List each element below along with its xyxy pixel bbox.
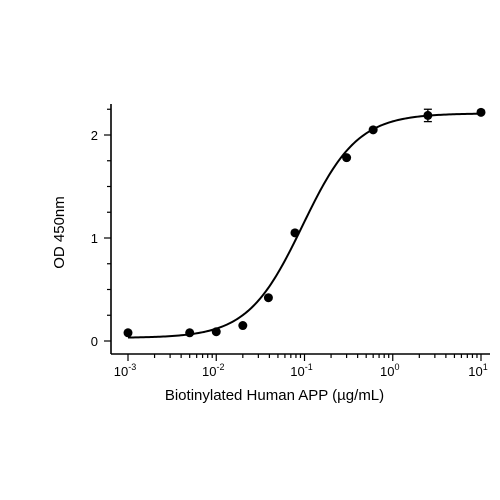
data-points [123, 107, 486, 338]
fit-curve [127, 112, 482, 339]
y-tick-label: 0 [91, 334, 98, 349]
data-point [290, 228, 300, 238]
data-point [238, 321, 248, 331]
y-tick-label: 2 [91, 128, 98, 143]
data-point [423, 110, 433, 120]
data-point [263, 293, 273, 303]
x-tick-label: 10-1 [290, 362, 312, 379]
data-point [342, 153, 352, 163]
data-point [368, 125, 378, 135]
data-point [185, 328, 195, 338]
y-axis-title: OD 450nm [51, 196, 68, 269]
x-axis-ticks: 10-3 10-2 10-1 100 101 [114, 354, 488, 379]
y-axis-ticks: 0 1 2 [91, 108, 111, 349]
data-point [476, 107, 486, 117]
y-tick-label: 1 [91, 231, 98, 246]
x-axis-title: Biotinylated Human APP (µg/mL) [165, 387, 384, 404]
x-tick-label: 101 [468, 362, 487, 379]
x-tick-label: 10-3 [114, 362, 136, 379]
data-point [123, 328, 133, 338]
x-tick-label: 100 [380, 362, 399, 379]
data-point [211, 327, 221, 337]
x-tick-label: 10-2 [202, 362, 224, 379]
